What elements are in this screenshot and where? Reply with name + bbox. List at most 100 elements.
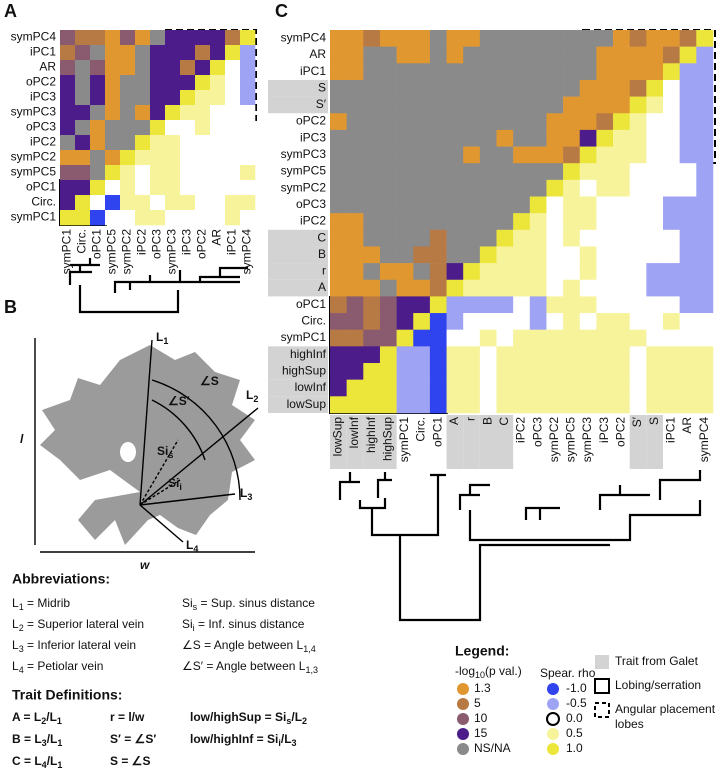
heat-cell <box>446 113 464 131</box>
heat-cell <box>663 196 680 214</box>
heat-cell <box>563 329 581 347</box>
heat-cell <box>396 346 414 364</box>
heat-cell <box>446 346 464 364</box>
heat-cell <box>240 105 256 121</box>
rich-text: low/highSup = Sis/L2 <box>190 710 307 726</box>
heat-cell <box>546 79 564 97</box>
heat-cell <box>379 30 397 47</box>
col-label: iPC1 <box>225 229 239 255</box>
subscript: 3 <box>292 738 297 748</box>
heat-cell <box>429 213 447 231</box>
heat-cell <box>529 129 547 147</box>
text-part: -log <box>455 664 475 678</box>
heat-cell <box>180 60 196 76</box>
heat-cell <box>463 163 481 181</box>
sinus <box>94 487 106 497</box>
heat-cell <box>90 75 106 91</box>
heat-cell <box>563 229 581 247</box>
heat-cell <box>463 346 481 364</box>
subscript: 4 <box>193 544 198 554</box>
heat-cell <box>529 179 547 197</box>
heat-cell <box>579 79 597 97</box>
heat-cell <box>479 379 497 397</box>
heat-cell <box>413 63 431 81</box>
legend-label: NS/NA <box>474 741 511 755</box>
heat-cell <box>696 30 714 47</box>
row-label: symPC5 <box>281 164 327 178</box>
galet-col-bg <box>330 414 347 469</box>
heat-cell <box>463 229 481 247</box>
heat-cell <box>546 213 564 231</box>
heat-cell <box>646 30 664 47</box>
heat-cell <box>346 163 364 181</box>
heat-cell <box>663 96 680 114</box>
heat-cell <box>396 329 414 347</box>
heat-cell <box>330 396 347 414</box>
legend-label: -0.5 <box>566 696 587 710</box>
heat-cell <box>240 120 256 136</box>
heat-cell <box>513 263 531 281</box>
heat-cell <box>346 129 364 147</box>
sinus <box>120 442 136 462</box>
heat-cell <box>596 30 614 47</box>
heat-cell <box>563 296 581 314</box>
heat-cell <box>346 113 364 131</box>
heat-cell <box>496 196 514 214</box>
heat-cell <box>75 195 91 211</box>
heat-cell <box>513 379 531 397</box>
heat-cell <box>696 246 714 264</box>
heat-cell <box>363 46 381 64</box>
col-label: r <box>464 417 478 421</box>
rich-text: L1 = Midrib <box>12 596 70 612</box>
heat-cell <box>180 180 196 196</box>
heat-cell <box>546 296 564 314</box>
heat-cell <box>479 346 497 364</box>
rich-text: Sii = Inf. sinus distance <box>182 617 305 633</box>
heat-cell <box>396 379 414 397</box>
heat-cell <box>180 195 196 211</box>
heat-cell <box>363 113 381 131</box>
heat-cell <box>413 196 431 214</box>
heat-cell <box>463 296 481 314</box>
heat-cell <box>579 113 597 131</box>
heat-cell <box>330 313 347 330</box>
heat-cell <box>346 179 364 197</box>
heat-cell <box>165 195 181 211</box>
heat-cell <box>210 210 226 226</box>
heat-cell <box>429 296 447 314</box>
heat-cell <box>479 363 497 380</box>
heat-cell <box>165 135 181 151</box>
heat-cell <box>413 163 431 181</box>
subscript: 3 <box>19 644 24 654</box>
heat-cell <box>513 396 531 414</box>
heat-cell <box>696 146 714 164</box>
heat-cell <box>90 120 106 136</box>
heat-cell <box>646 113 664 131</box>
heat-cell <box>90 195 106 211</box>
heat-cell <box>379 229 397 247</box>
key-label: Trait from Galet <box>615 654 699 668</box>
subscript: 3 <box>42 738 47 748</box>
heat-cell <box>225 30 241 46</box>
row-label: symPC3 <box>11 105 57 119</box>
heat-cell <box>363 129 381 147</box>
key-label: Angular placement of lobes <box>615 702 719 731</box>
legend-swatch <box>457 698 469 710</box>
heat-cell <box>479 63 497 81</box>
legend-label: 5 <box>474 696 481 710</box>
heat-cell <box>629 246 647 264</box>
heat-cell <box>330 113 347 131</box>
heat-cell <box>105 210 121 226</box>
heat-cell <box>479 163 497 181</box>
heat-cell <box>446 129 464 147</box>
heat-cell <box>496 363 514 380</box>
heat-cell <box>479 279 497 297</box>
heat-cell <box>396 279 414 297</box>
heat-cell <box>363 379 381 397</box>
heat-cell <box>629 279 647 297</box>
heat-cell <box>496 213 514 231</box>
heat-cell <box>529 379 547 397</box>
heat-cell <box>195 120 211 136</box>
heat-cell <box>463 46 481 64</box>
heat-cell <box>463 363 481 380</box>
